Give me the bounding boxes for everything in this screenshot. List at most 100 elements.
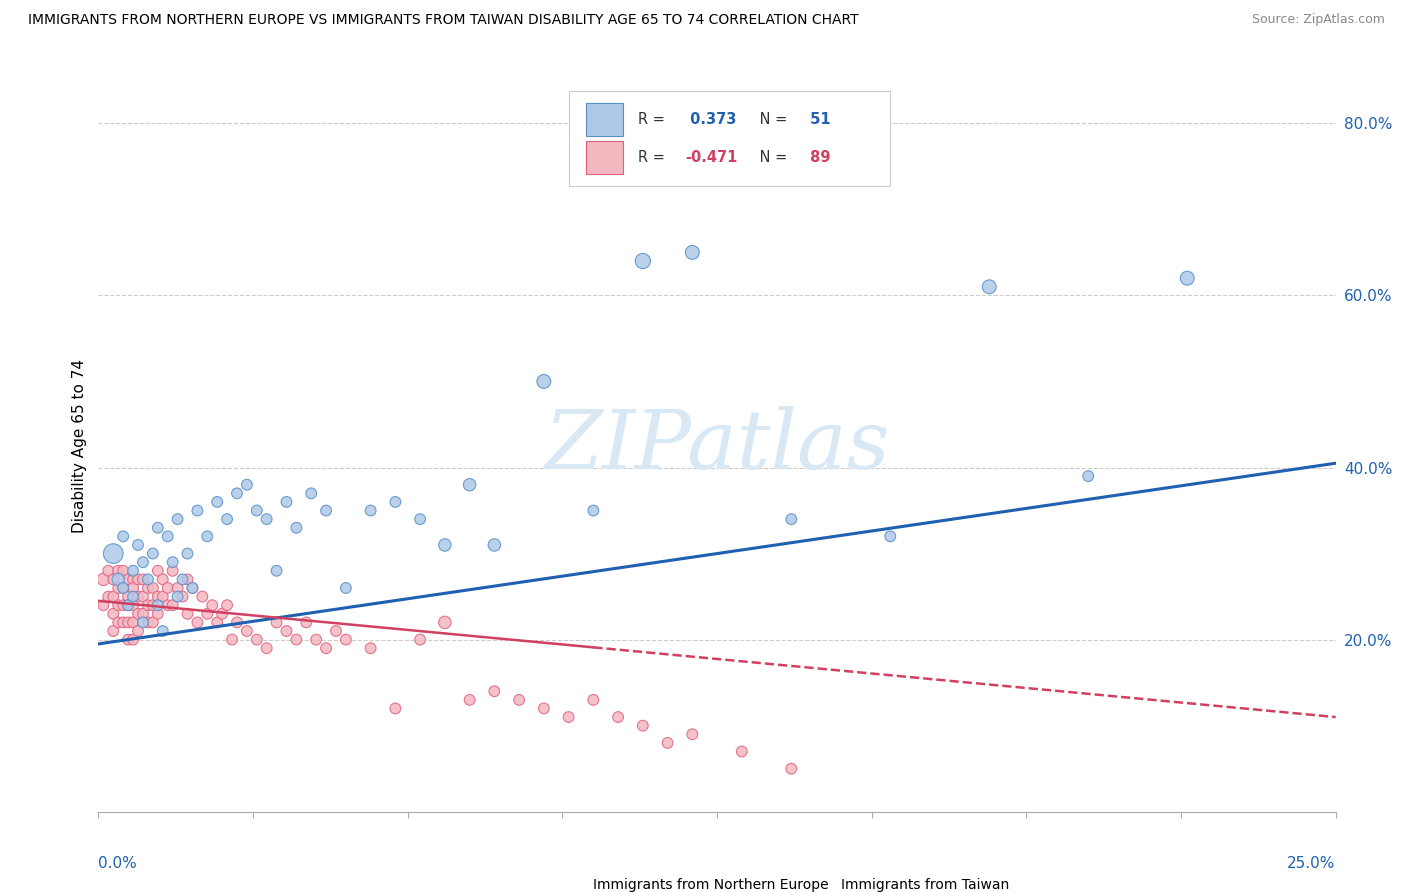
Y-axis label: Disability Age 65 to 74: Disability Age 65 to 74 [72,359,87,533]
FancyBboxPatch shape [586,141,623,174]
Point [162,555,184,569]
Point [458,693,481,707]
Point [93,573,115,587]
Point [107,581,129,595]
Point [127,590,149,604]
Point [458,477,481,491]
Point [122,590,145,604]
Point [276,495,298,509]
Point [117,615,139,630]
Text: R =: R = [638,150,665,165]
Point [172,573,194,587]
Text: Source: ZipAtlas.com: Source: ZipAtlas.com [1251,13,1385,27]
Point [136,573,159,587]
Point [236,477,259,491]
Point [226,486,249,500]
Point [107,615,129,630]
Point [127,538,149,552]
Point [142,615,165,630]
Point [305,632,328,647]
Point [156,529,179,543]
Point [409,512,432,526]
Point [631,719,654,733]
Point [335,632,357,647]
Point [266,564,288,578]
Point [181,581,204,595]
Point [127,624,149,638]
Point [156,581,179,595]
Point [384,495,406,509]
Point [112,598,135,612]
Point [132,590,155,604]
Point [142,598,165,612]
Text: 0.373: 0.373 [685,112,737,127]
Point [112,581,135,595]
Point [484,538,506,552]
Point [582,693,605,707]
Point [103,624,125,638]
Text: IMMIGRANTS FROM NORTHERN EUROPE VS IMMIGRANTS FROM TAIWAN DISABILITY AGE 65 TO 7: IMMIGRANTS FROM NORTHERN EUROPE VS IMMIG… [28,13,859,28]
Text: N =: N = [755,112,787,127]
Point [657,736,679,750]
Point [132,573,155,587]
Point [508,693,530,707]
Point [246,503,269,517]
Point [122,564,145,578]
Point [146,607,169,621]
Point [146,590,169,604]
Point [103,547,125,561]
Point [112,564,135,578]
Point [162,598,184,612]
Point [146,564,169,578]
Point [246,632,269,647]
Point [217,512,239,526]
Point [117,632,139,647]
Point [132,615,155,630]
Point [103,607,125,621]
Point [117,590,139,604]
Point [156,598,179,612]
Text: Immigrants from Northern Europe: Immigrants from Northern Europe [593,878,830,892]
Point [127,607,149,621]
Point [117,598,139,612]
Point [176,547,198,561]
Point [195,529,218,543]
Point [607,710,630,724]
Point [122,615,145,630]
Point [176,607,198,621]
Point [681,727,703,741]
Point [360,503,382,517]
Point [335,581,357,595]
Point [285,521,308,535]
Point [266,615,288,630]
Point [107,573,129,587]
Point [780,762,803,776]
Point [136,598,159,612]
Point [256,512,278,526]
Point [152,573,174,587]
Point [122,598,145,612]
Point [162,564,184,578]
Point [533,375,555,389]
Point [360,641,382,656]
Point [93,598,115,612]
Point [226,615,249,630]
Point [631,254,654,268]
Point [122,581,145,595]
Point [117,598,139,612]
Point [97,590,120,604]
Point [299,486,322,500]
Point [112,529,135,543]
Point [201,598,224,612]
Point [146,521,169,535]
Point [103,573,125,587]
Point [557,710,579,724]
Point [276,624,298,638]
Point [107,598,129,612]
Point [211,607,233,621]
Point [166,581,188,595]
Point [484,684,506,698]
Point [136,615,159,630]
Point [117,573,139,587]
Point [285,632,308,647]
